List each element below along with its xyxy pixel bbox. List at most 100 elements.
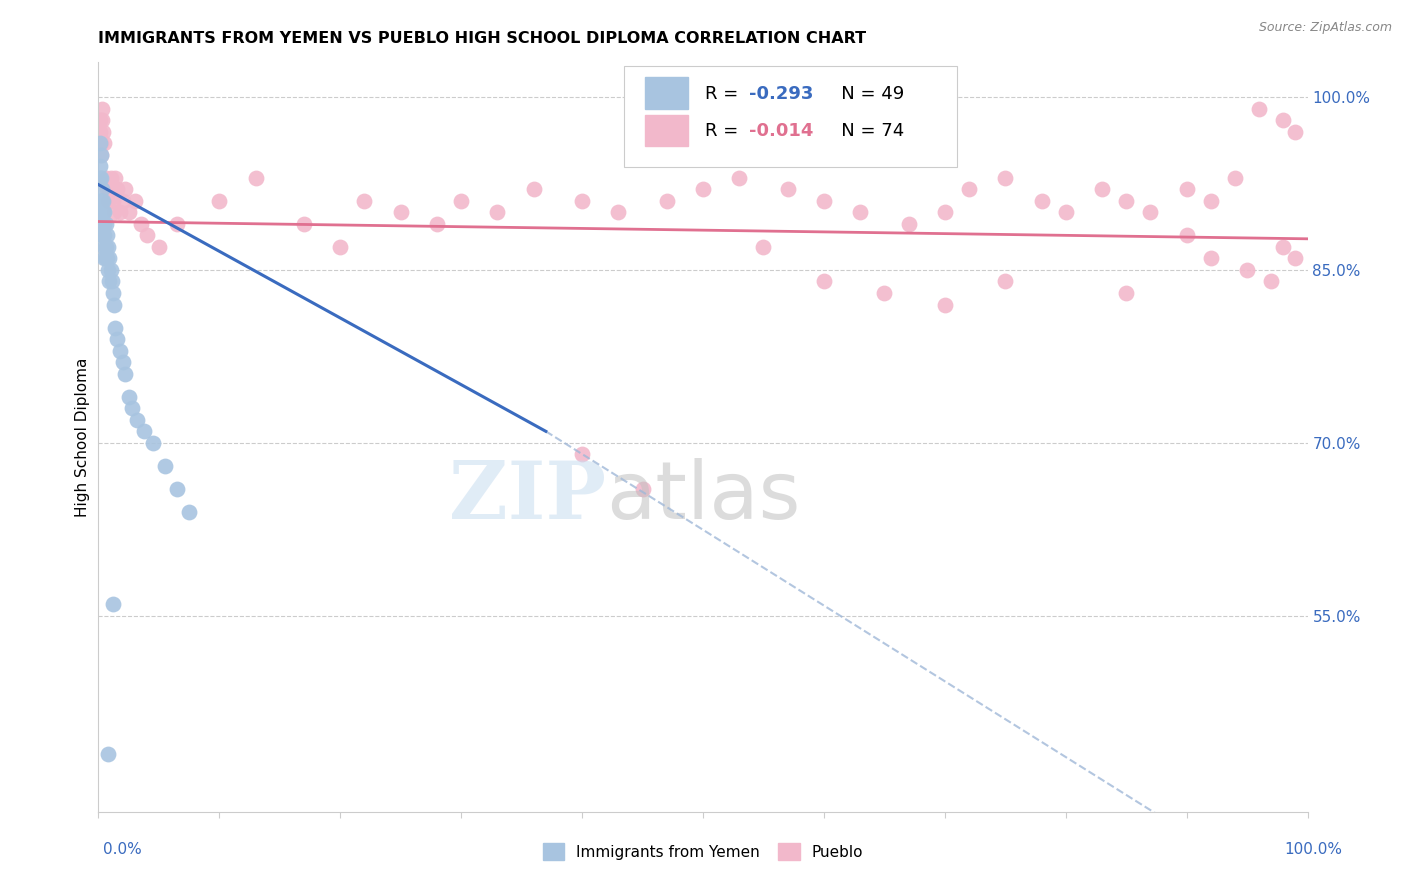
Point <box>97 747 120 761</box>
Point <box>101 597 124 611</box>
Point <box>1175 182 1198 196</box>
Point <box>101 194 124 208</box>
Point <box>104 170 127 185</box>
Text: Source: ZipAtlas.com: Source: ZipAtlas.com <box>1258 21 1392 35</box>
Point <box>105 182 128 196</box>
Text: -0.014: -0.014 <box>749 122 813 140</box>
Point <box>1284 125 1306 139</box>
Point <box>91 194 114 208</box>
Point <box>97 194 120 208</box>
Point <box>1054 205 1077 219</box>
Point <box>89 170 111 185</box>
Point <box>89 194 111 208</box>
Point <box>89 113 111 128</box>
Point <box>523 182 546 196</box>
Point <box>93 136 115 150</box>
Point <box>1272 113 1295 128</box>
Point <box>1199 194 1222 208</box>
Point <box>121 401 143 416</box>
Point <box>91 228 114 243</box>
Point <box>100 170 122 185</box>
Point <box>934 205 956 219</box>
Point <box>1199 252 1222 266</box>
Point <box>96 182 118 196</box>
Point <box>89 159 111 173</box>
Point <box>94 170 117 185</box>
Text: atlas: atlas <box>606 458 800 536</box>
Point <box>728 170 751 185</box>
Point <box>607 205 630 219</box>
Y-axis label: High School Diploma: High School Diploma <box>75 358 90 516</box>
FancyBboxPatch shape <box>645 115 689 146</box>
Legend: Immigrants from Yemen, Pueblo: Immigrants from Yemen, Pueblo <box>543 843 863 860</box>
Point <box>96 228 118 243</box>
Point <box>1031 194 1053 208</box>
Point <box>655 194 678 208</box>
Point <box>1223 170 1246 185</box>
Point <box>93 228 115 243</box>
Point <box>90 194 112 208</box>
Point <box>114 367 136 381</box>
Point <box>1260 275 1282 289</box>
Point <box>486 205 509 219</box>
Point <box>90 147 112 161</box>
Point <box>292 217 315 231</box>
Point <box>91 125 114 139</box>
Point <box>127 413 149 427</box>
Point <box>179 505 201 519</box>
Point <box>571 194 593 208</box>
Point <box>93 217 115 231</box>
Point <box>776 182 799 196</box>
Point <box>329 240 352 254</box>
Point <box>96 252 118 266</box>
Point <box>1139 205 1161 219</box>
Point <box>93 252 115 266</box>
Point <box>100 275 122 289</box>
Point <box>813 194 835 208</box>
Point <box>1115 285 1137 300</box>
Point <box>90 170 112 185</box>
Point <box>89 136 111 150</box>
Point <box>1115 194 1137 208</box>
Point <box>111 355 134 369</box>
Text: R =: R = <box>706 85 744 103</box>
Point <box>450 194 472 208</box>
Point <box>934 297 956 311</box>
Point <box>752 240 775 254</box>
Point <box>129 217 152 231</box>
Point <box>100 263 122 277</box>
Point <box>1236 263 1258 277</box>
Point <box>153 458 176 473</box>
Text: R =: R = <box>706 122 744 140</box>
Text: N = 49: N = 49 <box>824 85 904 103</box>
FancyBboxPatch shape <box>645 78 689 109</box>
Point <box>1091 182 1114 196</box>
Point <box>1272 240 1295 254</box>
Point <box>1175 228 1198 243</box>
Text: -0.293: -0.293 <box>749 85 813 103</box>
Point <box>148 240 170 254</box>
Point <box>91 102 114 116</box>
Point <box>108 343 131 358</box>
Point <box>849 205 872 219</box>
Point <box>994 275 1017 289</box>
Point <box>692 182 714 196</box>
Point <box>91 217 114 231</box>
Point <box>166 482 188 496</box>
Point <box>114 182 136 196</box>
Point <box>90 147 112 161</box>
Point <box>90 136 112 150</box>
Text: N = 74: N = 74 <box>824 122 904 140</box>
Point <box>100 182 122 196</box>
Point <box>93 240 115 254</box>
Point <box>94 240 117 254</box>
Point <box>245 170 267 185</box>
Point <box>142 435 165 450</box>
Text: 0.0%: 0.0% <box>103 842 142 856</box>
Point <box>118 205 141 219</box>
Point <box>957 182 980 196</box>
Point <box>994 170 1017 185</box>
Point <box>118 390 141 404</box>
Point <box>108 205 131 219</box>
Point <box>1284 252 1306 266</box>
